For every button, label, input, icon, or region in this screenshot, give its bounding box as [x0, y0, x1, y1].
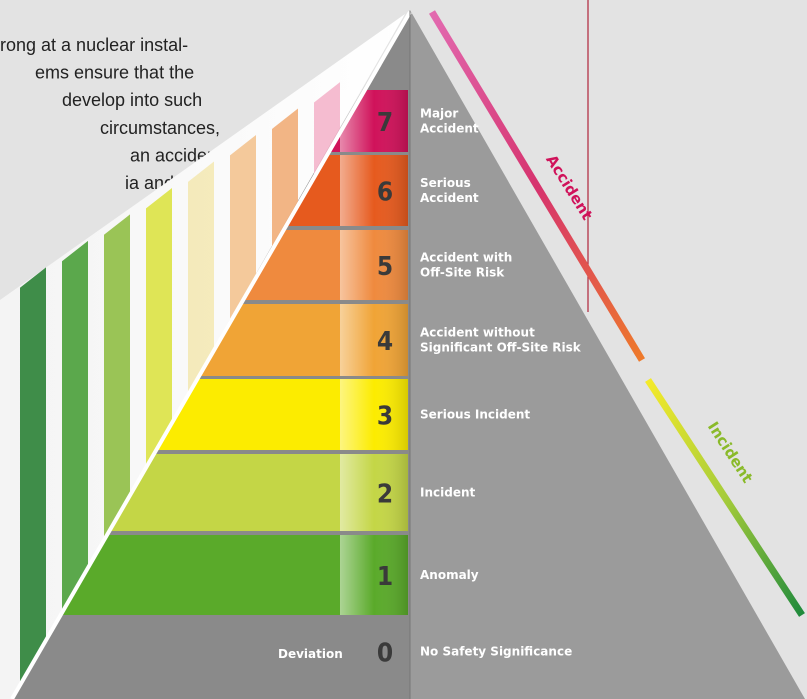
- level-number: 4: [377, 327, 393, 357]
- level-number: 5: [377, 252, 393, 282]
- level-label: Incident: [420, 486, 476, 500]
- step-shade: [340, 379, 408, 450]
- right-face: [410, 10, 805, 699]
- left-strip: [188, 161, 214, 396]
- level-step: [109, 454, 408, 531]
- edge-line: [10, 10, 412, 699]
- left-strip: [314, 82, 340, 178]
- level-label: Accident: [420, 191, 479, 205]
- level-number: 2: [377, 480, 393, 510]
- body-line: ems ensure that the: [35, 63, 194, 83]
- level-number: 6: [377, 178, 393, 208]
- level-label: Major: [420, 107, 458, 121]
- level-number: 7: [377, 108, 393, 138]
- level-label: Significant Off-Site Risk: [420, 341, 582, 355]
- level-label: Anomaly: [420, 568, 479, 582]
- level-label: Accident: [420, 122, 479, 136]
- step-shade: [340, 304, 408, 376]
- level-label: Off-Site Risk: [420, 266, 505, 280]
- level-number: 0: [377, 639, 393, 669]
- left-strip: [230, 135, 256, 323]
- level-label: Serious Incident: [420, 408, 530, 422]
- level-step: [60, 535, 408, 615]
- left-strip: [20, 267, 46, 686]
- step-shade: [340, 230, 408, 300]
- level-label: No Safety Significance: [420, 645, 572, 659]
- body-line: develop into such: [62, 90, 202, 110]
- body-line: circumstances,: [100, 118, 220, 138]
- accident-bar: [429, 10, 645, 362]
- step-shade: [340, 155, 408, 226]
- level-number: 1: [377, 562, 393, 592]
- left-strip: [62, 240, 88, 613]
- level-label: Accident without: [420, 326, 535, 340]
- incident-bar: [645, 378, 805, 617]
- deviation-label: Deviation: [278, 647, 343, 661]
- level-label: Serious: [420, 176, 471, 190]
- body-line: rong at a nuclear instal-: [0, 35, 188, 55]
- step-shade: [340, 90, 408, 152]
- left-strip: [146, 187, 172, 468]
- step-shade: [340, 454, 408, 531]
- step-shade: [340, 535, 408, 615]
- left-strip: [104, 214, 130, 541]
- level-number: 3: [377, 402, 393, 432]
- level-label: Accident with: [420, 251, 512, 265]
